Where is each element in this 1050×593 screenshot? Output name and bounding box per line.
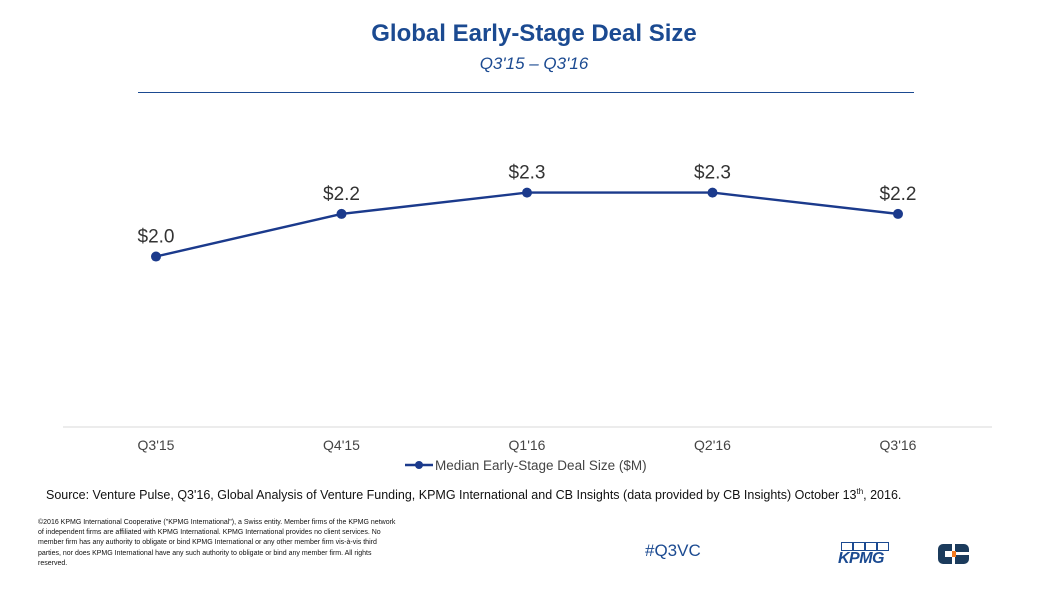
data-label: $2.3 <box>509 163 546 184</box>
x-tick-label: Q3'15 <box>138 437 175 453</box>
data-label: $2.2 <box>323 184 360 205</box>
x-tick-label: Q2'16 <box>694 437 731 453</box>
series-line <box>155 191 899 258</box>
x-axis-ticks: Q3'15 Q4'15 Q1'16 Q2'16 Q3'16 <box>138 437 917 453</box>
source-text: Source: Venture Pulse, Q3'16, Global Ana… <box>46 488 857 503</box>
chart-legend: Median Early-Stage Deal Size ($M) <box>405 458 647 473</box>
x-tick-label: Q4'15 <box>323 437 360 453</box>
chart-subtitle: Q3'15 – Q3'16 <box>479 54 589 73</box>
data-point <box>151 251 161 262</box>
title-divider <box>138 92 914 93</box>
data-point <box>707 187 718 198</box>
legend-label: Median Early-Stage Deal Size ($M) <box>435 458 647 473</box>
x-tick-label: Q1'16 <box>509 437 546 453</box>
chart-title: Global Early-Stage Deal Size <box>371 20 697 47</box>
kpmg-logo-text: KPMG <box>838 550 885 567</box>
kpmg-logo-boxes <box>841 542 889 551</box>
cb-insights-logo-icon <box>938 544 969 564</box>
source-ordinal: th <box>856 487 864 496</box>
data-point <box>522 187 532 198</box>
data-label: $2.3 <box>694 163 731 184</box>
data-label: $2.0 <box>138 227 175 248</box>
legal-disclaimer: ©2016 KPMG International Cooperative ("K… <box>38 519 396 567</box>
hashtag: #Q3VC <box>645 541 701 560</box>
kpmg-logo: KPMG <box>838 542 900 568</box>
source-note: Source: Venture Pulse, Q3'16, Global Ana… <box>46 487 1046 502</box>
data-point <box>893 208 903 219</box>
source-end: , 2016. <box>863 488 902 503</box>
x-tick-label: Q3'16 <box>880 437 917 453</box>
data-label: $2.2 <box>880 184 917 205</box>
series-layer: $2.0 $2.2 $2.3 $2.3 $2.2 <box>138 163 917 262</box>
data-point <box>336 208 347 219</box>
legend-dot-marker <box>415 461 423 469</box>
